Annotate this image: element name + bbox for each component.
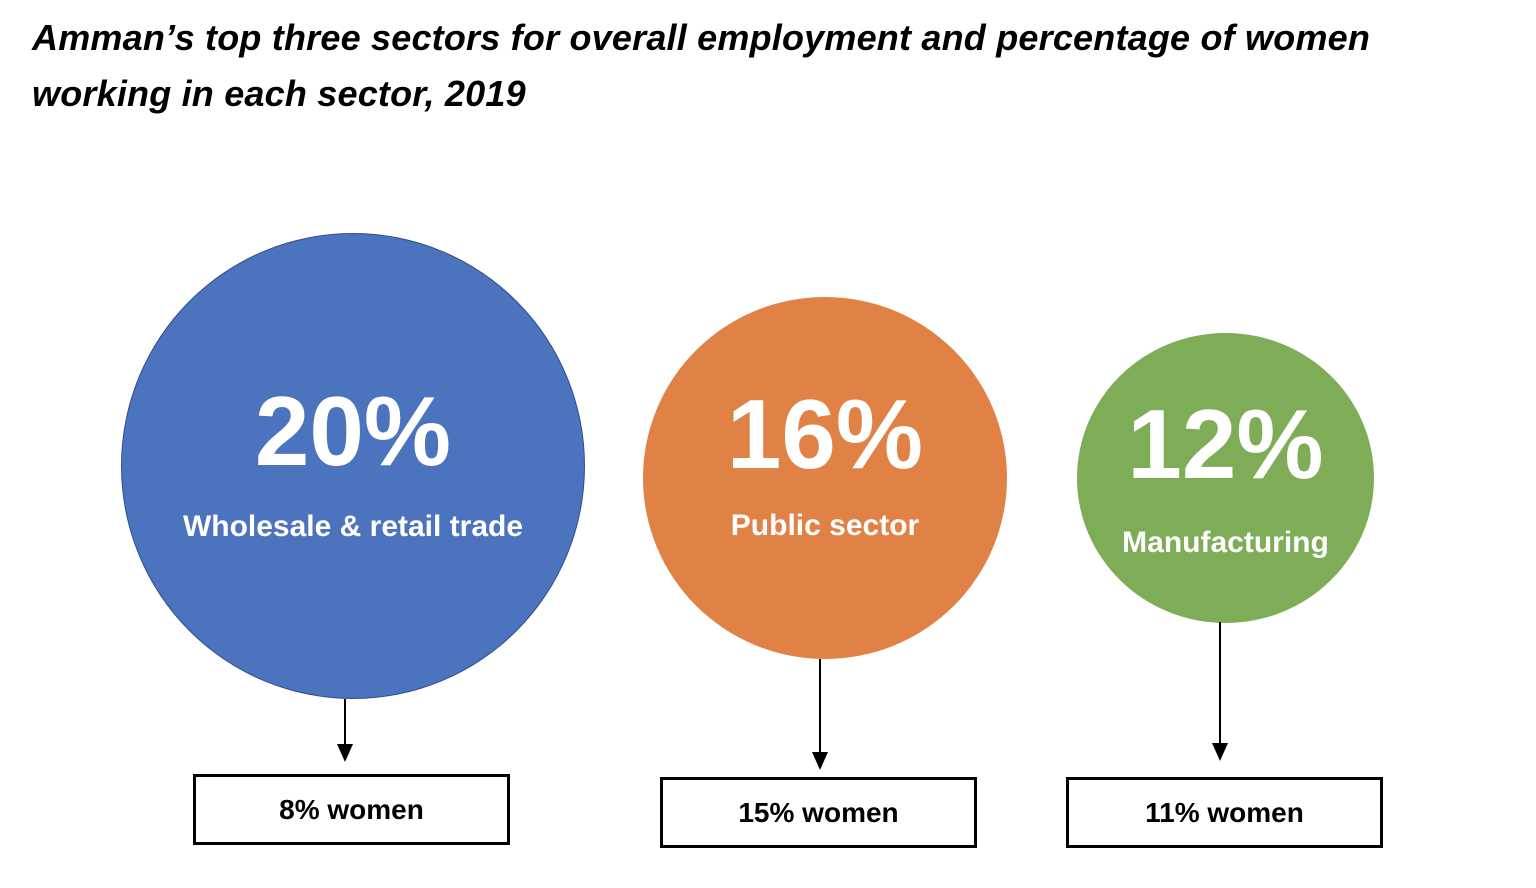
arrow-down-icon bbox=[812, 752, 828, 770]
connector-line bbox=[1219, 622, 1221, 744]
sector-percent: 20% bbox=[254, 376, 452, 486]
sector-circle-manufacturing: 12% Manufacturing bbox=[1077, 333, 1374, 623]
sector-percent: 16% bbox=[726, 379, 924, 489]
women-share-box: 8% women bbox=[193, 774, 510, 845]
women-share-box: 15% women bbox=[660, 777, 977, 848]
arrow-down-icon bbox=[337, 744, 353, 762]
connector-line bbox=[819, 659, 821, 753]
women-share-box: 11% women bbox=[1066, 777, 1383, 848]
sector-circle-wholesale-retail: 20% Wholesale & retail trade bbox=[121, 233, 585, 699]
connector-line bbox=[344, 699, 346, 745]
sector-label: Manufacturing bbox=[1122, 526, 1329, 559]
arrow-down-icon bbox=[1212, 743, 1228, 761]
sector-percent: 12% bbox=[1127, 389, 1324, 499]
sector-circle-public-sector: 16% Public sector bbox=[643, 297, 1007, 659]
chart-title: Amman’s top three sectors for overall em… bbox=[32, 17, 1371, 114]
sector-label: Wholesale & retail trade bbox=[182, 510, 524, 543]
sector-label: Public sector bbox=[730, 509, 920, 542]
